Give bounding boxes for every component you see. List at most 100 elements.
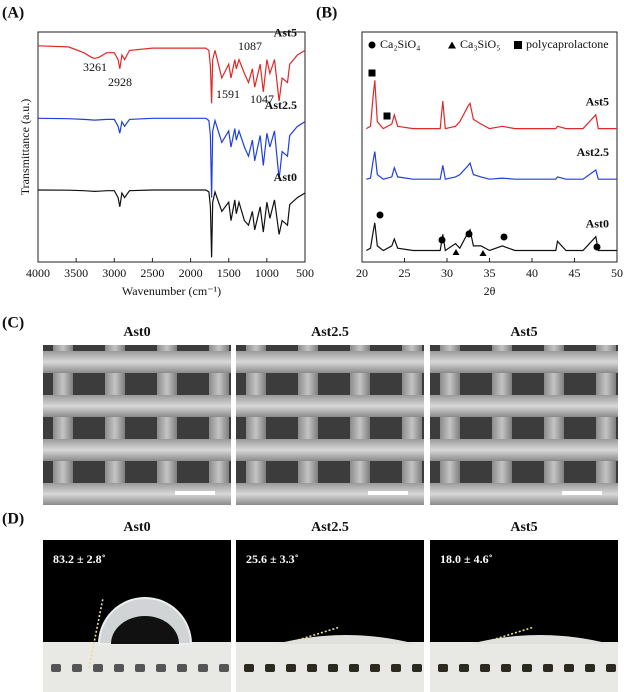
spectrum-line (37, 45, 306, 104)
scaffold-pore (265, 664, 275, 672)
scaffold-pore (198, 664, 208, 672)
scaffold-pore (72, 664, 82, 672)
legend-label: Ca₂SiO₄ (380, 37, 420, 51)
x-axis-label: 2θ (484, 284, 496, 298)
image-title: Ast5 (510, 325, 537, 340)
sem-fiber-v (105, 345, 125, 505)
peak-annotation: 1087 (238, 39, 262, 53)
scale-bar (175, 491, 215, 495)
x-tick-label: 45 (569, 266, 581, 280)
x-axis-label: Wavenumber (cm⁻¹) (122, 284, 221, 298)
peak-annotation: 1047 (250, 92, 274, 106)
image-title: Ast2.5 (311, 325, 349, 340)
sem-fiber-h (430, 395, 618, 417)
sem-fiber-h (43, 439, 231, 461)
scaffold-pore (585, 664, 595, 672)
phase-marker (500, 233, 508, 241)
scale-bar (368, 491, 408, 495)
image-title: Ast5 (510, 520, 537, 535)
sem-fiber-v (492, 345, 512, 505)
x-tick-label: 50 (611, 266, 623, 280)
water-film (470, 635, 610, 644)
scaffold-pore (349, 664, 359, 672)
x-tick-label: 500 (296, 266, 314, 280)
scaffold-pore (564, 664, 574, 672)
panel-label: (B) (316, 5, 337, 22)
series-label: Ast2.5 (265, 98, 297, 112)
phase-marker (593, 243, 601, 251)
x-tick-label: 35 (484, 266, 496, 280)
scaffold-pore (543, 664, 553, 672)
peak-annotation: 3261 (83, 60, 107, 74)
x-tick-label: 3000 (102, 266, 126, 280)
panel-label: (C) (2, 315, 24, 332)
scaffold-pore (522, 664, 532, 672)
phase-marker (368, 69, 376, 77)
sem-fiber-h (430, 351, 618, 373)
scaffold-pore (307, 664, 317, 672)
series-label: Ast0 (586, 216, 609, 230)
series-label: Ast5 (586, 94, 609, 108)
x-tick-label: 30 (441, 266, 453, 280)
sem-fiber-v (157, 345, 177, 505)
x-tick-label: 40 (526, 266, 538, 280)
legend-symbol (448, 41, 456, 49)
spectrum-line (37, 117, 306, 198)
peak-annotation: 1591 (216, 87, 240, 101)
image-title: Ast0 (123, 520, 150, 535)
scaffold-pore (135, 664, 145, 672)
contact-angle: 83.2 ± 2.8˚ (53, 552, 106, 566)
water-film (276, 635, 416, 644)
spectrum-line (366, 222, 617, 252)
sem-fiber-h (43, 483, 231, 505)
contact-angle: 25.6 ± 3.3˚ (246, 552, 299, 566)
spectrum-line (366, 80, 617, 130)
droplet-shadow (111, 616, 179, 644)
spectrum-line (366, 151, 617, 180)
contact-angle: 18.0 ± 4.6˚ (440, 552, 493, 566)
sem-fiber-h (430, 439, 618, 461)
series-label: Ast0 (274, 170, 297, 184)
scaffold-pore (391, 664, 401, 672)
panel-label: (A) (2, 5, 24, 22)
x-tick-label: 2500 (140, 266, 164, 280)
scaffold-pore (438, 664, 448, 672)
y-axis-label: Transmittance (a.u.) (18, 99, 32, 196)
sem-fiber-v (209, 345, 229, 505)
scaffold-pore (219, 664, 229, 672)
sem-fiber-v (544, 345, 564, 505)
scale-bar (562, 491, 602, 495)
sem-fiber-h (236, 483, 424, 505)
phase-marker (465, 230, 473, 238)
sem-fiber-v (350, 345, 370, 505)
angle-line (491, 626, 535, 641)
phase-marker (479, 250, 487, 256)
phase-marker (376, 211, 384, 219)
sem-fiber-h (236, 439, 424, 461)
spectrum-line (37, 189, 306, 258)
sem-fiber-v (596, 345, 616, 505)
sem-fiber-v (298, 345, 318, 505)
x-tick-label: 4000 (26, 266, 50, 280)
scaffold-pore (501, 664, 511, 672)
scaffold-pore (156, 664, 166, 672)
scaffold-pore (480, 664, 490, 672)
scaffold-pore (412, 664, 422, 672)
sem-fiber-h (43, 395, 231, 417)
x-tick-label: 20 (356, 266, 368, 280)
phase-marker (383, 112, 391, 120)
x-tick-label: 1000 (255, 266, 279, 280)
phase-marker (438, 236, 446, 244)
scaffold-pore (286, 664, 296, 672)
legend-label: polycaprolactone (526, 37, 609, 51)
legend-label: Ca₃SiO₅ (460, 37, 500, 51)
sem-fiber-h (236, 395, 424, 417)
phase-marker (452, 249, 460, 255)
scaffold-pore (328, 664, 338, 672)
sem-fiber-v (246, 345, 266, 505)
scaffold-pore (244, 664, 254, 672)
sem-fiber-h (43, 351, 231, 373)
legend-symbol (368, 41, 376, 49)
